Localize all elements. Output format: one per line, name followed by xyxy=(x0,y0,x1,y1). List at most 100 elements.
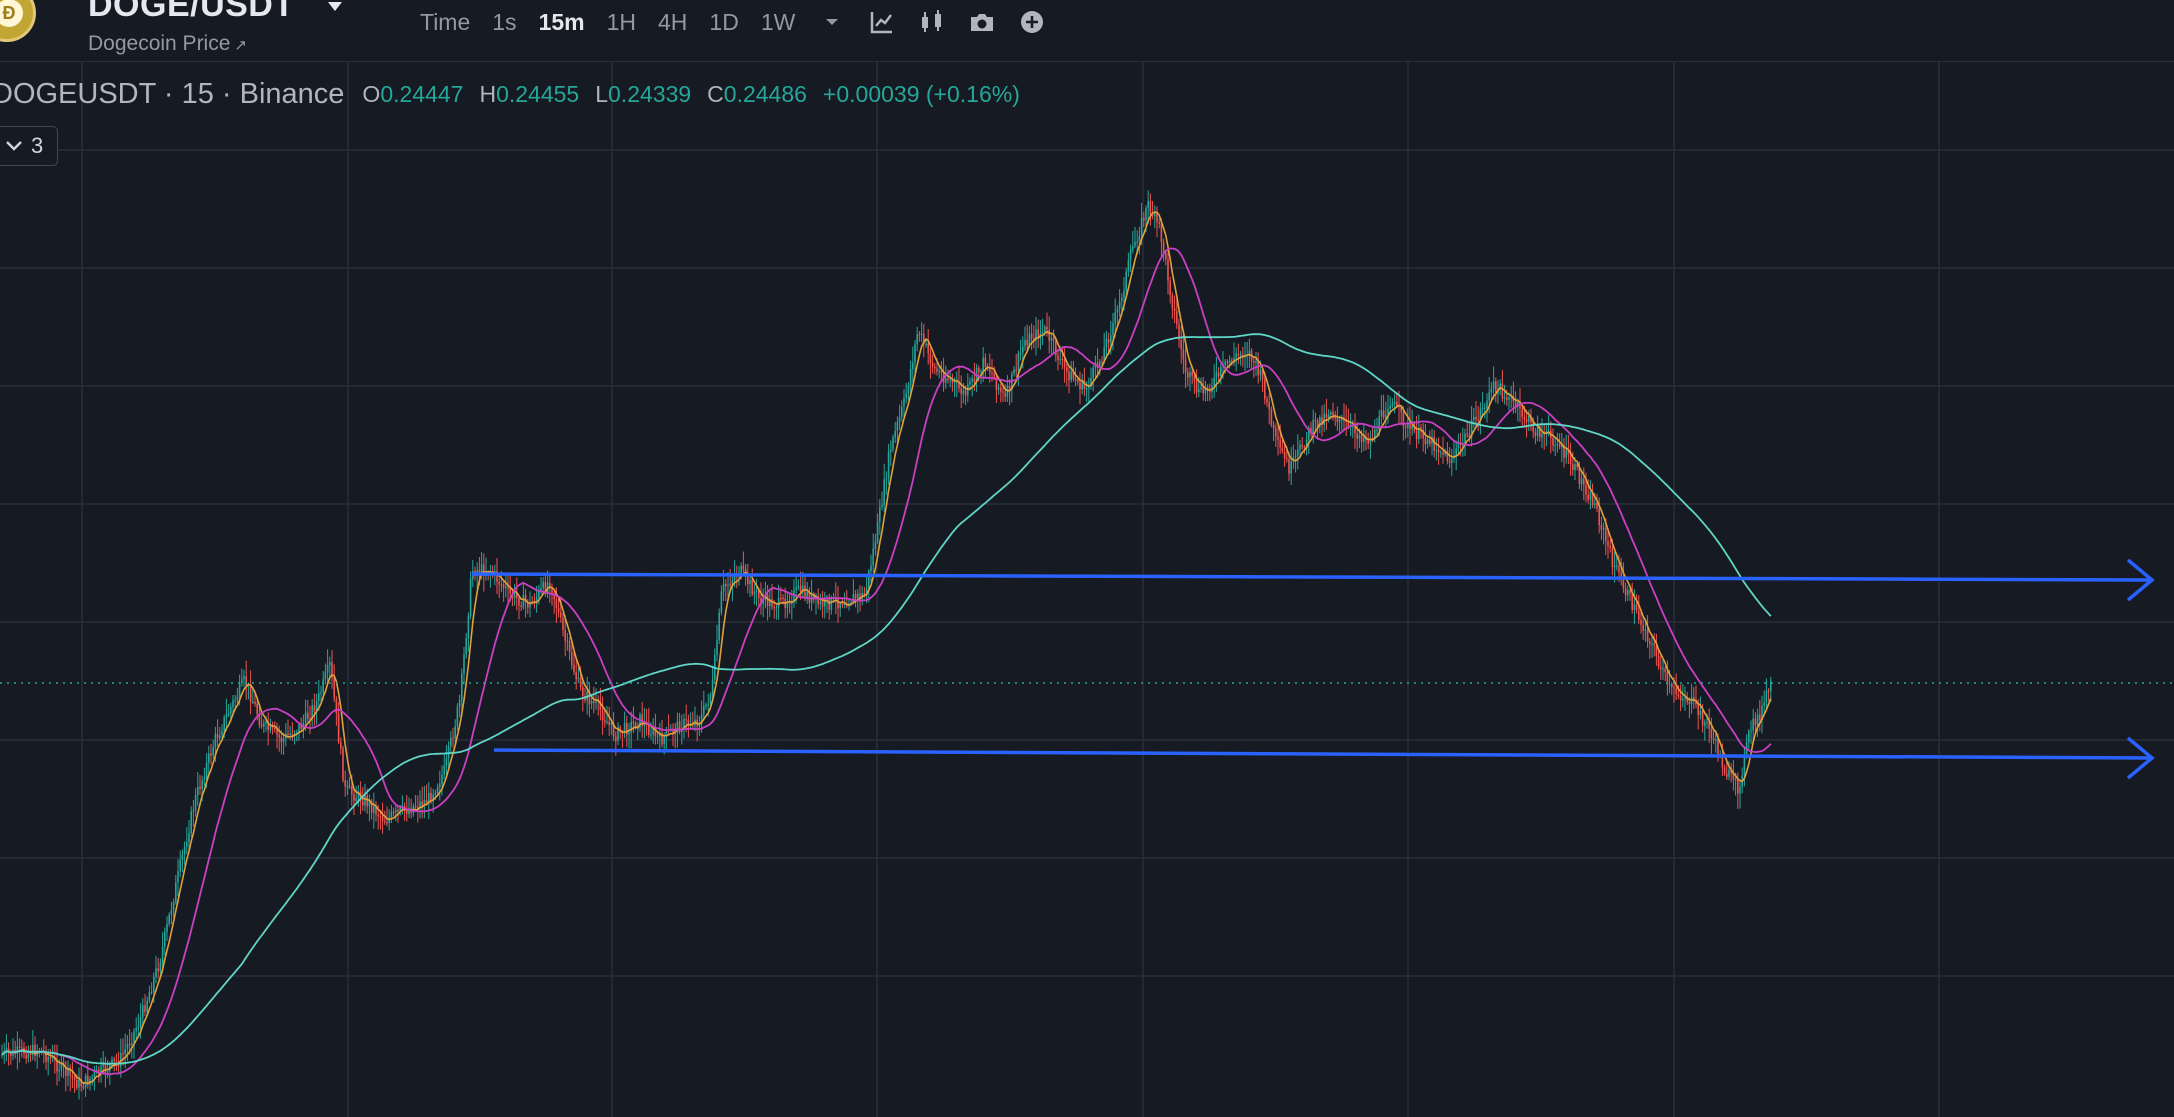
candle-body-109 xyxy=(241,679,243,684)
candle-body-262 xyxy=(577,678,580,680)
camera-icon[interactable] xyxy=(967,7,997,37)
candle-body-246 xyxy=(542,581,544,588)
timeframe-4h[interactable]: 4H xyxy=(658,9,688,35)
coin-price-link[interactable]: Dogecoin Price ↗ xyxy=(88,32,247,56)
candle-body-365 xyxy=(804,585,806,598)
timeframe-1h[interactable]: 1H xyxy=(606,9,637,35)
candle-body-777 xyxy=(1710,729,1713,739)
candle-body-37 xyxy=(82,1086,85,1088)
candle-body-300 xyxy=(661,732,663,745)
candle-body-371 xyxy=(817,595,819,604)
candle-body-612 xyxy=(1347,422,1350,427)
candle-body-617 xyxy=(1358,435,1361,439)
candle-body-318 xyxy=(700,714,703,724)
candle-body-734 xyxy=(1616,565,1618,567)
candle-body-543 xyxy=(1195,380,1198,393)
candle-body-345 xyxy=(760,597,762,605)
candle-body-795 xyxy=(1750,730,1752,732)
candle-body-287 xyxy=(632,721,635,724)
candle-body-775 xyxy=(1706,721,1708,723)
candle-body-569 xyxy=(1253,361,1255,363)
candle-body-643 xyxy=(1415,430,1418,440)
candle-body-534 xyxy=(1176,310,1178,325)
candle-body-167 xyxy=(368,800,371,807)
candle-body-143 xyxy=(315,700,318,712)
candle-body-80 xyxy=(177,871,179,883)
candle-body-176 xyxy=(388,817,390,824)
candle-body-61 xyxy=(135,1028,137,1032)
candle-body-99 xyxy=(219,735,221,739)
candle-body-757 xyxy=(1666,671,1669,685)
candle-body-351 xyxy=(773,606,775,609)
candle-body-618 xyxy=(1360,435,1363,443)
candle-body-697 xyxy=(1534,431,1537,437)
candle-body-559 xyxy=(1231,360,1233,362)
candle-body-87 xyxy=(192,810,195,812)
candle-body-254 xyxy=(560,612,562,618)
candle-body-755 xyxy=(1662,668,1664,670)
low-value: 0.24339 xyxy=(608,80,692,107)
candle-body-88 xyxy=(194,795,197,811)
candle-body-593 xyxy=(1305,439,1308,449)
timeframe-time[interactable]: Time xyxy=(420,9,471,35)
candle-body-8 xyxy=(18,1046,21,1048)
candle-body-188 xyxy=(414,806,417,808)
candle-body-640 xyxy=(1409,421,1411,430)
candle-body-127 xyxy=(280,737,283,742)
candle-body-196 xyxy=(432,794,434,802)
candle-body-563 xyxy=(1239,354,1242,356)
candle-body-320 xyxy=(705,704,707,706)
timeframe-1d[interactable]: 1D xyxy=(709,9,739,35)
candle-body-39 xyxy=(87,1075,89,1085)
candle-body-249 xyxy=(549,582,551,588)
candle-body-302 xyxy=(665,729,668,737)
candle-body-592 xyxy=(1303,447,1306,449)
candle-type-icon[interactable] xyxy=(917,7,947,37)
candle-body-407 xyxy=(896,422,899,431)
candle-body-32 xyxy=(71,1075,74,1078)
timeframe-1w[interactable]: 1W xyxy=(760,9,796,35)
candle-body-512 xyxy=(1127,260,1130,272)
candle-body-416 xyxy=(916,334,918,345)
timeframe-dropdown-icon[interactable] xyxy=(817,7,847,37)
candle-body-749 xyxy=(1649,641,1651,644)
candle-body-317 xyxy=(698,723,701,727)
candle-body-135 xyxy=(298,724,300,733)
candle-body-193 xyxy=(425,800,428,804)
symbol-title[interactable]: DOGE/USDT xyxy=(88,0,295,24)
candle-body-766 xyxy=(1686,697,1688,702)
timeframe-1s[interactable]: 1s xyxy=(492,9,517,35)
symbol-dropdown-icon[interactable] xyxy=(328,2,342,11)
candle-body-204 xyxy=(450,737,452,747)
candle-body-256 xyxy=(564,629,566,641)
price-chart[interactable] xyxy=(0,62,2174,1117)
support-trendline-arrowhead xyxy=(2126,736,2155,780)
candle-body-312 xyxy=(687,720,690,725)
candle-body-489 xyxy=(1077,380,1079,383)
candle-body-527 xyxy=(1160,223,1163,243)
chart-canvas[interactable] xyxy=(0,62,2174,1117)
candle-body-581 xyxy=(1279,439,1281,448)
candle-body-521 xyxy=(1147,201,1149,209)
candle-body-374 xyxy=(824,598,826,607)
candle-body-270 xyxy=(595,700,597,703)
high-value: 0.24455 xyxy=(496,80,580,107)
candle-body-629 xyxy=(1385,414,1387,418)
candle-body-495 xyxy=(1090,377,1092,387)
candle-body-253 xyxy=(557,608,560,613)
timeframe-15m[interactable]: 15m xyxy=(538,9,585,35)
candle-body-553 xyxy=(1217,372,1220,377)
indicators-count: 3 xyxy=(31,133,44,158)
candle-body-797 xyxy=(1754,718,1757,726)
candle-body-390 xyxy=(859,593,861,600)
candle-body-561 xyxy=(1235,353,1237,358)
indicators-icon[interactable] xyxy=(867,7,897,37)
candle-body-491 xyxy=(1081,380,1083,390)
candle-body-50 xyxy=(111,1059,113,1065)
candle-body-478 xyxy=(1052,337,1055,341)
candle-body-295 xyxy=(650,734,652,736)
candle-body-460 xyxy=(1013,369,1015,374)
add-icon[interactable] xyxy=(1017,7,1047,37)
candle-body-484 xyxy=(1066,367,1068,372)
indicators-toggle-button[interactable]: 3 xyxy=(0,126,58,166)
